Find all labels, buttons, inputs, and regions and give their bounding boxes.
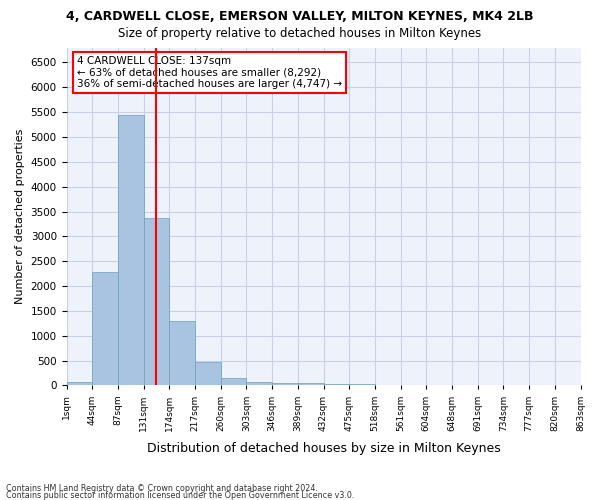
Bar [298, 383, 323, 386]
Text: Contains public sector information licensed under the Open Government Licence v3: Contains public sector information licen… [6, 491, 355, 500]
Bar [349, 384, 375, 386]
Text: 4 CARDWELL CLOSE: 137sqm
← 63% of detached houses are smaller (8,292)
36% of sem: 4 CARDWELL CLOSE: 137sqm ← 63% of detach… [77, 56, 342, 89]
Bar [92, 272, 118, 386]
Text: Size of property relative to detached houses in Milton Keynes: Size of property relative to detached ho… [118, 28, 482, 40]
Bar [143, 218, 169, 386]
X-axis label: Distribution of detached houses by size in Milton Keynes: Distribution of detached houses by size … [146, 442, 500, 455]
Bar [169, 321, 195, 386]
Bar [118, 114, 143, 386]
Bar [67, 382, 92, 386]
Text: Contains HM Land Registry data © Crown copyright and database right 2024.: Contains HM Land Registry data © Crown c… [6, 484, 318, 493]
Bar [221, 378, 247, 386]
Text: 4, CARDWELL CLOSE, EMERSON VALLEY, MILTON KEYNES, MK4 2LB: 4, CARDWELL CLOSE, EMERSON VALLEY, MILTO… [66, 10, 534, 23]
Bar [323, 384, 349, 386]
Y-axis label: Number of detached properties: Number of detached properties [15, 129, 25, 304]
Bar [272, 383, 298, 386]
Bar [247, 382, 272, 386]
Bar [195, 362, 221, 386]
